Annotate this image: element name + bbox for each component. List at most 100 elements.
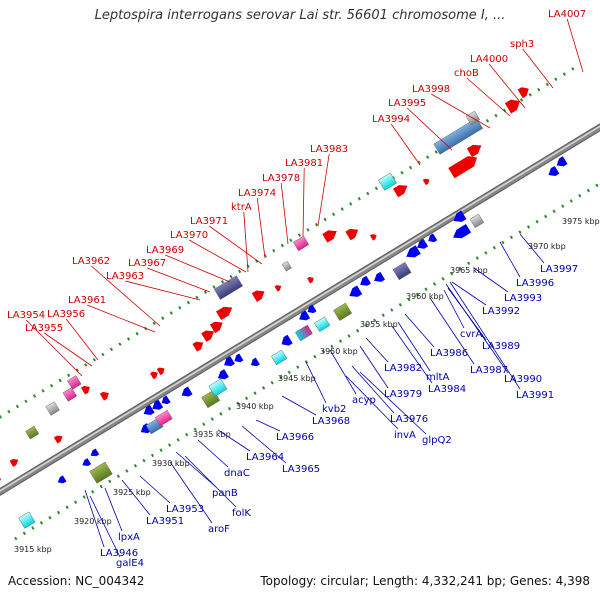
forward-track-outer [0,64,580,419]
forward-leader-line [317,153,330,227]
reverse-feature-12 [181,386,193,397]
tick-label: 3965 kbp [450,266,488,275]
reverse-feature-22 [314,316,331,332]
forward-feature-30 [466,144,482,158]
reverse-leader-line [169,461,213,524]
forward-feature-22 [307,276,314,284]
forward-feature-8 [67,375,82,390]
forward-gene-label: choB [454,68,479,79]
forward-leader-line [165,254,231,283]
forward-leader-line [125,280,201,301]
reverse-feature-29 [392,261,412,281]
tick-label: 3950 kbp [320,347,358,356]
forward-leader-line [90,265,161,327]
topology-summary: Topology: circular; Length: 4,332,241 bp… [260,574,590,588]
forward-gene-label: LA3978 [262,173,300,184]
reverse-feature-20 [281,334,293,346]
reverse-feature-3 [89,461,113,484]
forward-feature-26 [378,172,397,191]
forward-feature-33 [504,99,520,114]
forward-gene-label: LA4000 [470,54,508,65]
forward-gene-label: ktrA [231,202,252,213]
reverse-feature-2 [57,475,67,484]
reverse-feature-33 [453,223,472,239]
tick-label: 3920 kbp [74,517,112,526]
forward-leader-line [25,319,83,377]
reverse-feature-21 [295,324,313,342]
forward-feature-27 [392,185,408,198]
reverse-leader-line [451,281,487,306]
reverse-feature-8 [154,409,173,427]
reverse-leader-line [359,371,427,435]
forward-feature-28 [422,178,430,186]
reverse-leader-line [447,287,487,341]
forward-gene-label: LA4007 [548,9,586,20]
tick-label: 3940 kbp [236,402,274,411]
reverse-gene-label: mltA [426,372,449,383]
forward-feature-19 [274,285,282,292]
forward-gene-label: LA3969 [146,245,184,256]
reverse-leader-line [443,289,465,329]
reverse-feature-31 [417,238,429,249]
forward-feature-9 [80,385,90,395]
reverse-gene-label: LA3976 [390,414,428,425]
tick-label: 3935 kbp [193,430,231,439]
forward-leader-line [302,167,305,237]
reverse-leader-line [104,487,123,532]
forward-feature-7 [62,387,77,402]
forward-gene-label: LA3970 [170,230,208,241]
forward-gene-label: LA3955 [25,323,63,334]
reverse-feature-1 [18,511,36,529]
tick-label: 3970 kbp [528,242,566,251]
backbone [0,124,600,495]
reverse-gene-label: LA3951 [146,516,184,527]
forward-gene-label: LA3971 [190,216,228,227]
forward-leader-line [189,239,247,273]
reverse-gene-label: LA3946 [100,548,138,559]
forward-leader-line [280,182,289,245]
forward-feature-16 [216,306,233,321]
reverse-leader-line [397,321,431,372]
reverse-leader-line [89,495,121,558]
reverse-gene-label: LA3966 [276,432,314,443]
forward-leader-line [488,63,526,109]
forward-gene-label: LA3981 [285,158,323,169]
forward-feature-14 [201,330,215,342]
tick-label: 3915 kbp [14,545,52,554]
forward-feature-29 [448,156,478,179]
forward-feature-6 [45,401,60,416]
forward-feature-4 [25,425,40,440]
reverse-leader-line [121,479,151,516]
reverse-feature-27 [360,275,371,286]
forward-feature-23 [322,230,337,243]
reverse-leader-line [345,375,399,430]
reverse-track-outer [14,181,600,541]
forward-gene-label: LA3967 [128,258,166,269]
reverse-gene-label: LA3986 [430,348,468,359]
reverse-leader-line [449,281,521,390]
reverse-gene-label: lpxA [118,532,140,543]
reverse-gene-label: LA3996 [516,278,554,289]
reverse-feature-28 [374,271,386,282]
reverse-leader-line [359,345,389,389]
reverse-leader-line [217,429,251,452]
forward-gene-label: LA3963 [106,271,144,282]
reverse-leader-line [175,451,217,488]
backbone-highlight [0,125,600,492]
reverse-feature-5 [90,448,100,457]
reverse-feature-11 [161,395,171,405]
reverse-gene-label: LA3965 [282,464,320,475]
reverse-gene-label: LA3964 [246,452,284,463]
reverse-feature-17 [234,353,244,363]
forward-leader-line [243,211,249,273]
reverse-gene-label: invA [394,430,416,441]
reverse-feature-16 [224,356,235,367]
reverse-leader-line [365,337,389,363]
reverse-gene-label: aroF [208,524,230,535]
reverse-feature-35 [453,210,467,222]
forward-feature-5 [53,435,63,444]
reverse-feature-26 [349,285,363,297]
reverse-feature-10 [152,399,164,410]
reverse-feature-23 [299,310,311,321]
